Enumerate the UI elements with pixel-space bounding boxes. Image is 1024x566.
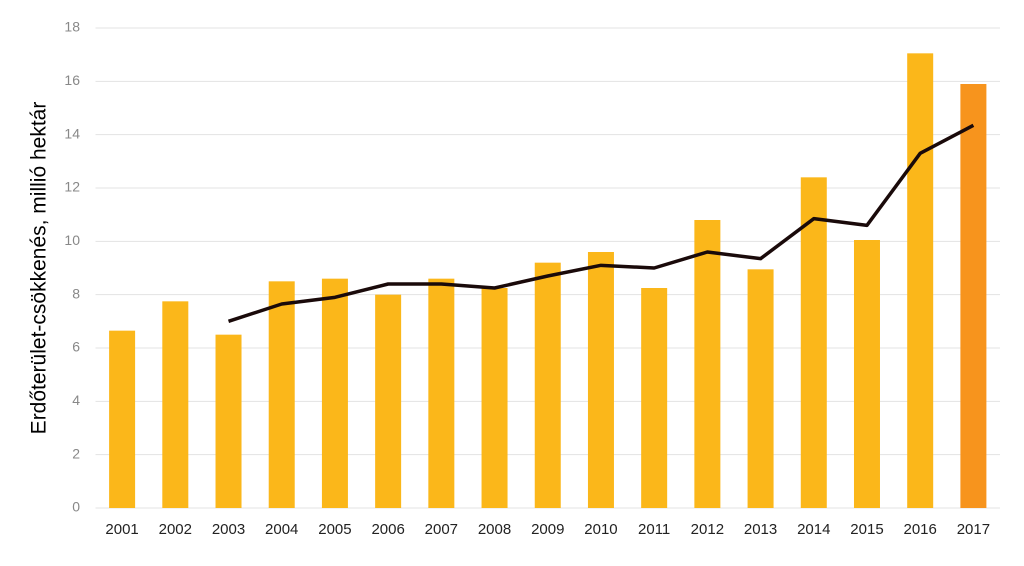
bar: [215, 334, 242, 508]
x-tick-label: 2016: [904, 521, 937, 538]
y-tick-label: 12: [64, 179, 80, 195]
bar: [907, 53, 934, 508]
x-tick-label: 2002: [159, 521, 192, 538]
x-tick-label: 2013: [744, 521, 777, 538]
x-tick-label: 2004: [265, 521, 298, 538]
x-tick-label: 2006: [371, 521, 404, 538]
x-tick-label: 2003: [212, 521, 245, 538]
bar: [375, 294, 402, 508]
x-tick-label: 2008: [478, 521, 511, 538]
x-tick-label: 2012: [691, 521, 724, 538]
y-tick-label: 0: [72, 499, 80, 515]
y-tick-label: 14: [64, 125, 80, 141]
y-tick-label: 10: [64, 232, 80, 248]
x-tick-label: 2001: [105, 521, 138, 538]
y-tick-label: 2: [72, 445, 80, 461]
x-tick-label: 2011: [638, 521, 670, 538]
y-tick-label: 8: [72, 285, 80, 301]
bar: [960, 84, 987, 508]
bar: [641, 288, 668, 508]
bar: [800, 177, 827, 509]
x-tick-label: 2017: [957, 521, 990, 538]
x-tick-label: 2005: [318, 521, 351, 538]
y-tick-label: 4: [72, 392, 80, 408]
y-tick-label: 18: [64, 19, 80, 35]
bar: [694, 220, 721, 508]
x-tick-label: 2009: [531, 521, 564, 538]
y-tick-label: 6: [72, 339, 80, 355]
x-tick-label: 2007: [425, 521, 458, 538]
x-tick-label: 2014: [797, 521, 830, 538]
bar: [534, 262, 561, 508]
line: [227, 123, 975, 323]
y-axis-label: Erdőterület-csökkenés, millió hektár: [28, 102, 51, 435]
bar: [109, 330, 136, 508]
bar: [321, 278, 348, 508]
y-tick-label: 16: [64, 72, 80, 88]
bar: [428, 278, 455, 508]
x-tick-label: 2015: [850, 521, 883, 538]
bar: [587, 252, 614, 508]
bar: [162, 301, 189, 508]
bar: [747, 269, 774, 508]
bar: [481, 288, 508, 508]
bar: [853, 240, 880, 508]
x-tick-label: 2010: [584, 521, 617, 538]
bar: [268, 281, 295, 508]
